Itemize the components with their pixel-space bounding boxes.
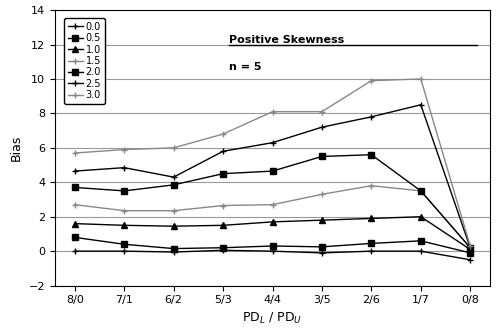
Y-axis label: Bias: Bias <box>10 135 23 161</box>
Line: 0.5: 0.5 <box>72 235 473 256</box>
2.0 <box>121 189 127 193</box>
Line: 1.5: 1.5 <box>72 183 473 251</box>
Line: 3.0: 3.0 <box>72 76 473 249</box>
3.0 <box>170 146 176 150</box>
1.0 <box>270 220 276 224</box>
2.0 <box>170 183 176 187</box>
0.5 <box>72 235 78 239</box>
2.5 <box>220 149 226 153</box>
3.0 <box>418 77 424 81</box>
1.5 <box>270 203 276 207</box>
1.0 <box>170 224 176 228</box>
0.5 <box>418 239 424 243</box>
0.0 <box>368 249 374 253</box>
3.0 <box>319 110 325 114</box>
Line: 1.0: 1.0 <box>72 214 473 252</box>
2.0 <box>270 169 276 173</box>
1.0 <box>121 223 127 227</box>
0.0 <box>319 251 325 255</box>
2.0 <box>220 172 226 176</box>
3.0 <box>121 148 127 152</box>
1.5 <box>220 204 226 208</box>
2.5 <box>72 169 78 173</box>
0.5 <box>368 241 374 245</box>
0.5 <box>270 244 276 248</box>
0.0 <box>467 258 473 262</box>
0.0 <box>220 248 226 252</box>
3.0 <box>270 110 276 114</box>
3.0 <box>72 151 78 155</box>
3.0 <box>368 79 374 83</box>
Legend: 0.0, 0.5, 1.0, 1.5, 2.0, 2.5, 3.0: 0.0, 0.5, 1.0, 1.5, 2.0, 2.5, 3.0 <box>64 18 105 104</box>
2.5 <box>467 246 473 250</box>
2.5 <box>418 103 424 107</box>
1.5 <box>467 246 473 250</box>
Line: 0.0: 0.0 <box>72 248 473 262</box>
3.0 <box>220 132 226 136</box>
Text: n = 5: n = 5 <box>229 62 262 73</box>
2.0 <box>467 246 473 250</box>
2.5 <box>319 125 325 129</box>
0.0 <box>170 250 176 254</box>
0.0 <box>270 249 276 253</box>
2.5 <box>121 166 127 170</box>
Line: 2.5: 2.5 <box>72 102 473 251</box>
2.5 <box>368 115 374 119</box>
Line: 2.0: 2.0 <box>72 152 473 251</box>
1.5 <box>368 184 374 188</box>
1.5 <box>170 209 176 213</box>
2.5 <box>170 175 176 179</box>
1.5 <box>418 189 424 193</box>
1.5 <box>72 203 78 207</box>
2.0 <box>368 153 374 157</box>
1.0 <box>368 216 374 220</box>
2.0 <box>418 189 424 193</box>
0.5 <box>220 246 226 250</box>
2.0 <box>72 185 78 190</box>
0.5 <box>319 245 325 249</box>
X-axis label: PD$_L$ / PD$_U$: PD$_L$ / PD$_U$ <box>242 311 302 326</box>
1.0 <box>467 247 473 251</box>
0.5 <box>121 242 127 246</box>
1.0 <box>418 215 424 219</box>
0.0 <box>72 249 78 253</box>
1.0 <box>72 222 78 226</box>
0.0 <box>121 249 127 253</box>
0.5 <box>467 251 473 255</box>
2.5 <box>270 141 276 145</box>
0.0 <box>418 249 424 253</box>
1.5 <box>121 209 127 213</box>
1.5 <box>319 192 325 196</box>
Text: Positive Skewness: Positive Skewness <box>229 35 344 45</box>
0.5 <box>170 247 176 251</box>
3.0 <box>467 244 473 248</box>
1.0 <box>319 218 325 222</box>
1.0 <box>220 223 226 227</box>
2.0 <box>319 155 325 159</box>
